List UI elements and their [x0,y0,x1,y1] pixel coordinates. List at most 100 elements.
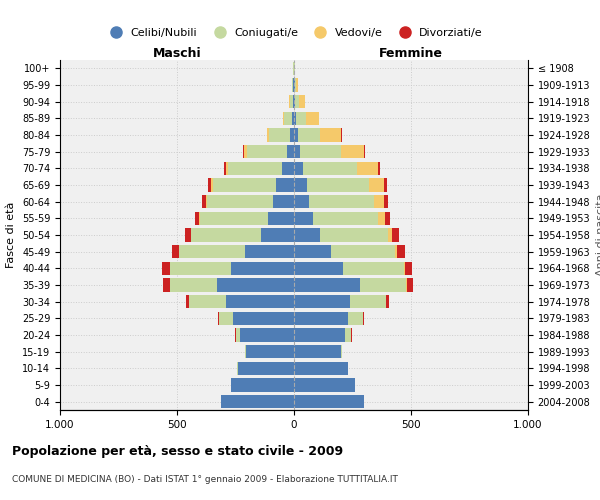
Bar [172,245,179,258]
Bar [307,178,369,192]
Bar [384,178,387,192]
Bar [199,212,200,225]
Bar [350,295,386,308]
Bar [289,95,290,108]
Bar [231,262,294,275]
Bar [170,262,231,275]
Bar [395,245,397,258]
Bar [294,162,304,175]
Bar [208,178,211,192]
Bar [405,262,412,275]
Text: COMUNE DI MEDICINA (BO) - Dati ISTAT 1° gennaio 2009 - Elaborazione TUTTITALIA.I: COMUNE DI MEDICINA (BO) - Dati ISTAT 1° … [12,475,398,484]
Bar [343,262,404,275]
Bar [245,345,246,358]
Bar [296,112,306,125]
Bar [359,278,406,291]
Bar [385,212,391,225]
Bar [224,162,226,175]
Bar [306,112,319,125]
Bar [267,128,269,141]
Bar [357,162,378,175]
Bar [213,178,277,192]
Bar [292,78,293,92]
Bar [363,312,364,325]
Bar [233,312,294,325]
Bar [397,245,405,258]
Bar [294,245,331,258]
Text: Popolazione per età, sesso e stato civile - 2009: Popolazione per età, sesso e stato civil… [12,445,343,458]
Bar [407,278,413,291]
Bar [187,295,188,308]
Bar [202,195,206,208]
Bar [304,162,357,175]
Bar [378,162,380,175]
Bar [294,278,359,291]
Bar [392,228,399,241]
Bar [374,195,384,208]
Bar [298,128,320,141]
Bar [341,345,342,358]
Bar [299,95,305,108]
Bar [290,95,293,108]
Bar [273,195,294,208]
Bar [244,145,247,158]
Bar [309,195,374,208]
Bar [200,212,268,225]
Bar [162,262,170,275]
Bar [320,228,388,241]
Bar [240,328,294,342]
Bar [320,128,341,141]
Bar [226,295,294,308]
Bar [217,278,294,291]
Bar [170,278,217,291]
Bar [346,328,352,342]
Bar [277,178,294,192]
Bar [294,195,309,208]
Bar [294,128,298,141]
Bar [294,95,295,108]
Bar [226,162,229,175]
Bar [294,228,320,241]
Bar [261,228,294,241]
Bar [292,112,294,125]
Bar [294,212,313,225]
Bar [294,78,295,92]
Bar [293,95,294,108]
Bar [287,145,294,158]
Bar [378,212,385,225]
Bar [229,162,283,175]
Bar [296,78,298,92]
Bar [231,378,294,392]
Y-axis label: Fasce di età: Fasce di età [7,202,16,268]
Bar [364,145,365,158]
Bar [294,345,341,358]
Bar [235,328,240,342]
Bar [294,312,348,325]
Bar [404,262,405,275]
Bar [290,128,294,141]
Bar [294,378,355,392]
Bar [294,262,343,275]
Bar [247,145,287,158]
Bar [294,395,364,408]
Bar [218,312,219,325]
Bar [294,178,307,192]
Bar [238,362,294,375]
Bar [331,245,395,258]
Bar [211,178,213,192]
Bar [348,312,363,325]
Bar [294,328,346,342]
Y-axis label: Anni di nascita: Anni di nascita [596,194,600,276]
Bar [294,112,296,125]
Text: Maschi: Maschi [152,47,202,60]
Bar [294,362,348,375]
Bar [185,228,191,241]
Bar [195,212,199,225]
Bar [386,295,389,308]
Bar [341,145,364,158]
Bar [206,195,208,208]
Bar [242,145,244,158]
Bar [294,295,350,308]
Bar [268,212,294,225]
Text: Femmine: Femmine [379,47,443,60]
